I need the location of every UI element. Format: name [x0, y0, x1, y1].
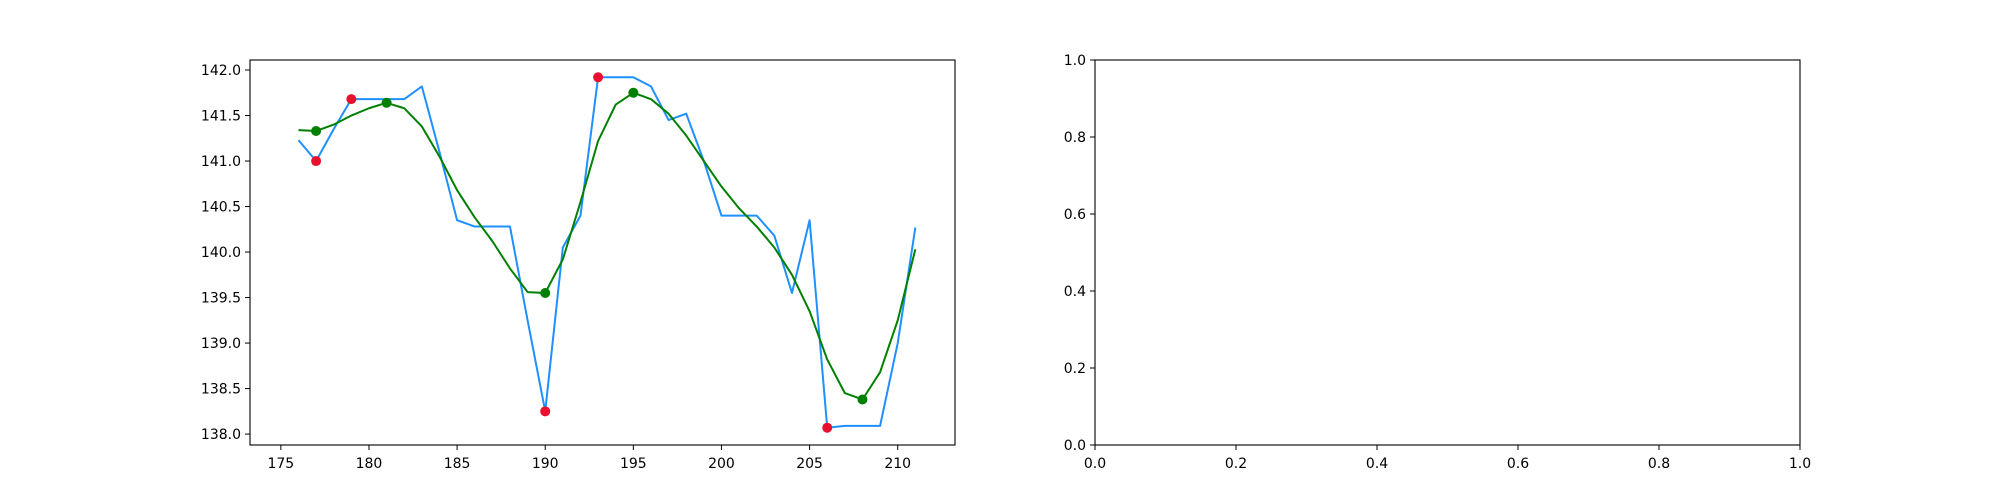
x-tick-label: 0.2 — [1225, 456, 1247, 472]
x-tick-label: 0.0 — [1084, 456, 1106, 472]
y-tick-label: 140.0 — [201, 245, 241, 261]
scatter-point-2-4 — [822, 422, 833, 433]
plot-area — [297, 72, 917, 433]
x-tick-label: 0.4 — [1366, 456, 1388, 472]
scatter-point-3-3 — [628, 87, 639, 98]
scatter-point-3-1 — [381, 97, 392, 108]
y-tick-label: 0.0 — [1064, 438, 1086, 454]
scatter-point-3-2 — [540, 288, 551, 299]
x-tick-label: 200 — [708, 456, 735, 472]
x-tick-label: 175 — [267, 456, 294, 472]
scatter-point-2-0 — [311, 156, 322, 167]
scatter-point-3-0 — [311, 125, 322, 136]
x-tick-label: 185 — [444, 456, 471, 472]
y-tick-label: 139.0 — [201, 336, 241, 352]
y-tick-label: 140.5 — [201, 200, 241, 216]
x-tick-label: 205 — [796, 456, 823, 472]
y-tick-label: 141.5 — [201, 109, 241, 125]
scatter-point-3-4 — [857, 394, 868, 405]
x-tick-label: 195 — [620, 456, 647, 472]
y-tick-label: 138.0 — [201, 427, 241, 443]
y-tick-label: 1.0 — [1064, 53, 1086, 69]
y-tick-label: 141.0 — [201, 154, 241, 170]
series-line-1 — [298, 91, 917, 401]
axes-frame — [249, 59, 956, 446]
x-tick-label: 210 — [884, 456, 911, 472]
axes-frame — [1094, 59, 1801, 446]
y-tick-label: 142.0 — [201, 63, 241, 79]
y-tick-label: 0.4 — [1064, 284, 1086, 300]
x-tick-label: 1.0 — [1789, 456, 1811, 472]
series-line-0 — [297, 76, 917, 429]
x-tick-label: 0.8 — [1648, 456, 1670, 472]
x-tick-label: 180 — [356, 456, 383, 472]
right-axes: 0.0 0.2 0.4 0.6 0.8 1.0 0.0 0.2 0.4 0.6 0.8 1.0 — [1064, 53, 1811, 472]
x-tick-label: 0.6 — [1507, 456, 1529, 472]
x-tick-label: 190 — [532, 456, 559, 472]
y-tick-label: 139.5 — [201, 291, 241, 307]
left-axes: 175 180 185 190 195 200 205 210 138.0 138.5 139.0 1… — [201, 59, 956, 472]
y-tick-label: 0.2 — [1064, 361, 1086, 377]
scatter-point-2-2 — [540, 406, 551, 417]
y-tick-label: 138.5 — [201, 382, 241, 398]
scatter-point-2-1 — [346, 94, 357, 105]
scatter-point-2-3 — [593, 72, 604, 83]
y-tick-label: 0.6 — [1064, 207, 1086, 223]
y-tick-label: 0.8 — [1064, 130, 1086, 146]
